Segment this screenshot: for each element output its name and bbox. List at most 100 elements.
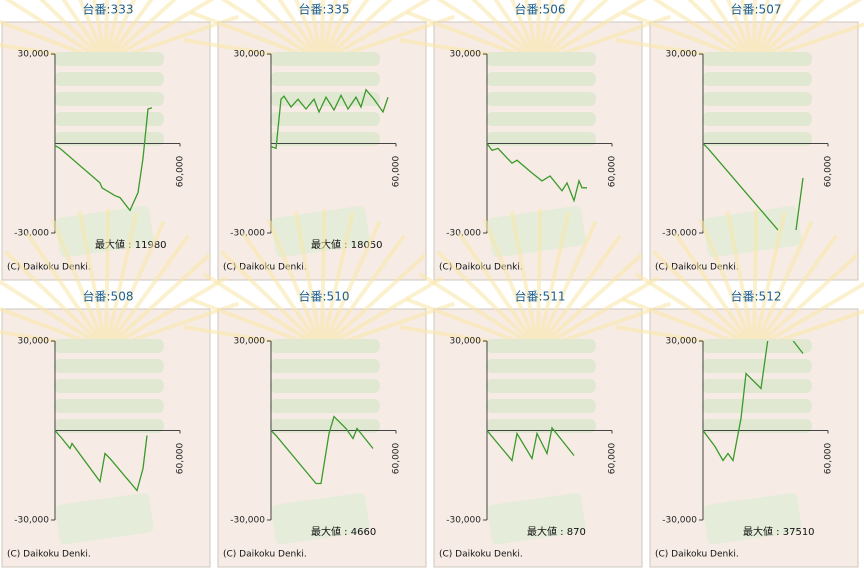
tray-tier (54, 339, 164, 353)
ray (482, 218, 540, 350)
x-tick-label: 60,000 (176, 155, 186, 187)
background-art (0, 208, 240, 545)
tray-tier (270, 379, 380, 393)
tray-tier (486, 92, 596, 106)
ray (536, 220, 598, 350)
ray (320, 0, 338, 63)
ray (725, 211, 756, 350)
x-tick-label: 60,000 (608, 155, 618, 187)
tray-tier (270, 339, 380, 353)
y-tick-label: 30,000 (450, 337, 482, 347)
ray (277, 0, 324, 64)
ray (536, 234, 622, 351)
background-art (615, 208, 864, 545)
tray-tier (54, 92, 164, 106)
tray-tier (54, 379, 164, 393)
ray (709, 0, 756, 64)
tray-tier (486, 72, 596, 86)
ray (320, 0, 370, 64)
tray-tier (270, 132, 380, 146)
ray (61, 0, 108, 64)
tray-tier (486, 52, 596, 66)
tray-tier (702, 112, 812, 126)
tray-tier (54, 112, 164, 126)
tray-tier (486, 132, 596, 146)
tray-tier (486, 419, 596, 433)
x-tick-label: 60,000 (392, 442, 402, 474)
x-tick-label: 60,000 (176, 442, 186, 474)
chart-panel: 30,000 -30,000 60,000 最大値 : 37510 (C) Daikok… (615, 208, 864, 568)
ray (652, 0, 756, 64)
background-art (399, 0, 672, 258)
ray (752, 253, 859, 351)
data-line (271, 88, 389, 150)
ray (752, 0, 785, 63)
data-line (55, 107, 153, 212)
ray (536, 211, 571, 350)
tray-tier (270, 112, 380, 126)
ray (752, 281, 864, 351)
copyright: (C) Daikoku Denki. (655, 550, 739, 560)
tray-tier (270, 419, 380, 433)
ray (266, 218, 324, 350)
tray-base (487, 493, 586, 545)
ray (50, 218, 108, 350)
chart-title: 台番:333 (83, 2, 134, 17)
ray (536, 0, 610, 64)
ray (471, 0, 540, 64)
ray (524, 0, 540, 63)
chart-title: 台番:507 (731, 2, 782, 17)
ray (104, 276, 228, 351)
ray (4, 250, 108, 351)
ray (752, 0, 757, 63)
tray-tier (270, 52, 380, 66)
chart-title: 台番:508 (83, 289, 134, 304)
chart-title: 台番:512 (731, 289, 782, 304)
ray (752, 0, 863, 64)
ray (320, 0, 353, 63)
ray (104, 0, 109, 63)
tray-tier (270, 72, 380, 86)
y-tick-label: 30,000 (18, 50, 50, 60)
ray (536, 0, 647, 64)
ray (536, 0, 554, 63)
ray (39, 0, 108, 64)
ray (308, 0, 324, 63)
tray-tier (486, 112, 596, 126)
x-tick-label: 60,000 (824, 442, 834, 474)
ray (104, 234, 190, 351)
ray (634, 272, 756, 351)
ray (255, 0, 324, 64)
chart-panel: 30,000 -30,000 60,000 最大値 : 4660 (C) Daikoku… (183, 208, 456, 568)
tray-tier (702, 52, 812, 66)
ray (740, 0, 756, 63)
copyright: (C) Daikoku Denki. (223, 550, 307, 560)
ray (320, 0, 394, 64)
tray-tier (486, 379, 596, 393)
chart-panel: 30,000 -30,000 60,000 最大値 : 870 (C) Daikoku … (399, 208, 672, 568)
ray (104, 0, 154, 64)
tray-tier (702, 399, 812, 413)
ray (220, 250, 324, 351)
ray (536, 0, 586, 64)
ray (752, 220, 814, 350)
ray (78, 0, 108, 63)
ray (294, 0, 324, 63)
ray (320, 234, 406, 351)
y-tick-label: -30,000 (14, 516, 49, 526)
tray-tier (54, 419, 164, 433)
ray (510, 0, 540, 63)
x-tick-label: 60,000 (392, 155, 402, 187)
ray (536, 276, 660, 351)
ray (104, 0, 215, 64)
ray (752, 0, 770, 63)
ray (687, 0, 756, 64)
tray-tier (702, 92, 812, 106)
ray (320, 220, 382, 350)
ray (752, 0, 802, 64)
ray (652, 250, 756, 351)
copyright: (C) Daikoku Denki. (7, 550, 91, 560)
